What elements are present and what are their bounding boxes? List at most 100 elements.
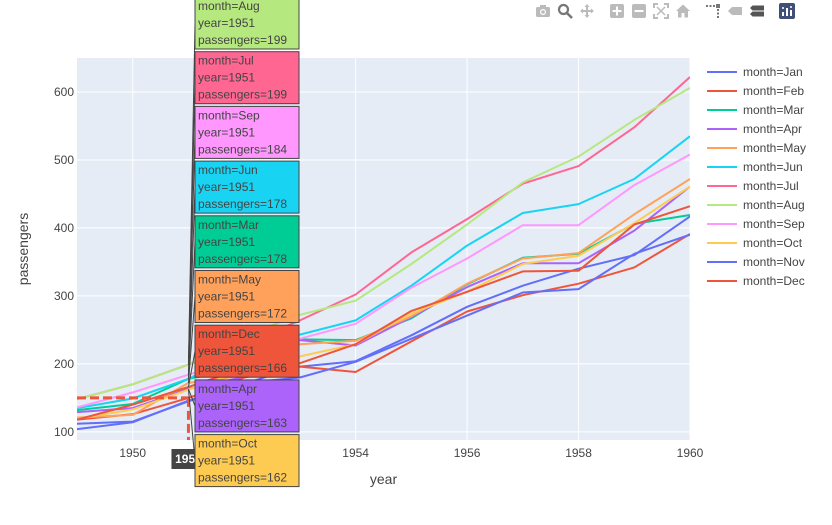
hover-connector xyxy=(187,388,196,407)
hover-label-line: year=1951 xyxy=(198,344,255,358)
legend-label: month=Dec xyxy=(743,274,805,288)
series-line-oct[interactable] xyxy=(77,185,690,420)
hover-label-line: year=1951 xyxy=(198,235,255,249)
legend-label: month=May xyxy=(743,141,806,155)
legend-item[interactable]: month=Dec xyxy=(707,274,805,288)
legend-label: month=Jan xyxy=(743,65,803,79)
legend-label: month=Jul xyxy=(743,179,799,193)
series-line-feb[interactable] xyxy=(77,233,690,421)
hover-label-line: year=1951 xyxy=(198,125,255,139)
zoom-icon xyxy=(557,3,573,19)
hover-label-line: year=1951 xyxy=(198,16,255,30)
hover-label-box xyxy=(194,160,300,214)
legend-label: month=Apr xyxy=(743,122,802,136)
hover-compare-button[interactable] xyxy=(748,2,766,20)
legend-item[interactable]: month=Apr xyxy=(707,122,802,136)
y-tick-label: 200 xyxy=(54,357,74,371)
zoom-out-icon xyxy=(632,4,646,18)
hover-label-box xyxy=(194,51,300,105)
y-axis-title: passengers xyxy=(15,213,31,285)
camera-icon xyxy=(536,5,550,17)
hover-label-box xyxy=(194,324,300,378)
y-tick-label: 100 xyxy=(54,425,74,439)
zoom-in-icon xyxy=(610,4,624,18)
series-line-jun[interactable] xyxy=(77,135,690,410)
hover-label-line: month=Jul xyxy=(198,54,254,68)
hover-label-box xyxy=(194,0,300,50)
legend-label: month=Nov xyxy=(743,255,805,269)
hover-label: month=Apr year=1951 passengers=163 xyxy=(194,379,300,433)
hover-label-line: month=Dec xyxy=(198,327,260,341)
y-tick-label: 500 xyxy=(54,153,74,167)
hover-label-line: passengers=199 xyxy=(198,33,287,47)
hover-label: month=May year=1951 passengers=172 xyxy=(194,270,300,323)
y-tick-label: 400 xyxy=(54,221,74,235)
hover-label-line: passengers=166 xyxy=(198,361,287,375)
hover-label-box xyxy=(194,105,300,159)
legend-item[interactable]: month=Jan xyxy=(707,65,803,79)
hover-label-box xyxy=(194,270,300,323)
legend-item[interactable]: month=Nov xyxy=(707,255,805,269)
hover-label: month=Dec year=1951 passengers=166 xyxy=(194,324,300,378)
hover-label: month=Jun year=1951 passengers=178 xyxy=(194,160,300,214)
plot-background[interactable] xyxy=(77,58,690,440)
hover-label-line: month=May xyxy=(198,273,261,287)
pan-button[interactable] xyxy=(578,2,596,20)
hover-label-line: month=Jun xyxy=(198,163,258,177)
legend-item[interactable]: month=Aug xyxy=(707,198,805,212)
hover-closest-button[interactable] xyxy=(726,2,744,20)
x-tick-label: 1956 xyxy=(454,446,481,460)
legend-item[interactable]: month=Jun xyxy=(707,160,803,174)
zoom-out-button[interactable] xyxy=(630,2,648,20)
modebar xyxy=(534,2,800,20)
hover-label: month=Mar year=1951 passengers=178 xyxy=(194,215,300,269)
x-tick-label: 1958 xyxy=(565,446,592,460)
hover-connector xyxy=(187,296,196,383)
series-line-nov[interactable] xyxy=(77,233,690,431)
legend-label: month=Mar xyxy=(743,103,804,117)
legend-label: month=Aug xyxy=(743,198,805,212)
legend-item[interactable]: month=Oct xyxy=(707,236,803,250)
hover-label: month=Aug year=1951 passengers=199 xyxy=(194,0,300,50)
plotly-logo-button[interactable] xyxy=(778,2,796,20)
hover-label-line: passengers=178 xyxy=(198,252,287,266)
autoscale-button[interactable] xyxy=(652,2,670,20)
hover-label-line: year=1951 xyxy=(198,290,255,304)
x-tick-label: 1960 xyxy=(677,446,704,460)
hover-label: month=Jul year=1951 passengers=199 xyxy=(194,51,300,105)
zoom-in-button[interactable] xyxy=(608,2,626,20)
camera-button[interactable] xyxy=(534,2,552,20)
hover-label-box xyxy=(194,215,300,269)
zoom-button[interactable] xyxy=(556,2,574,20)
legend-label: month=Feb xyxy=(743,84,804,98)
hover-label-line: month=Apr xyxy=(198,382,257,396)
hover-layer: month=Augyear=1951passengers=199month=Ju… xyxy=(187,0,300,488)
hover-label-line: passengers=172 xyxy=(198,307,287,321)
legend-item[interactable]: month=Sep xyxy=(707,217,805,231)
series-line-sep[interactable] xyxy=(77,153,690,409)
series-line-aug[interactable] xyxy=(77,87,690,401)
legend-item[interactable]: month=Mar xyxy=(707,103,804,117)
hover-label-line: passengers=184 xyxy=(198,142,287,156)
legend-label: month=Sep xyxy=(743,217,805,231)
legend-item[interactable]: month=Feb xyxy=(707,84,804,98)
hover-label-line: passengers=163 xyxy=(198,416,287,430)
hover-label-line: passengers=162 xyxy=(198,471,287,485)
hover-connector xyxy=(187,351,196,388)
hover-label-line: year=1951 xyxy=(198,180,255,194)
plotly-logo-icon xyxy=(779,3,795,19)
hover-label-line: month=Mar xyxy=(198,218,259,232)
gridlines xyxy=(77,58,691,440)
series-line-dec[interactable] xyxy=(77,205,690,421)
hover-label-line: passengers=178 xyxy=(198,197,287,211)
legend: month=Jan month=Feb month=Mar month=Apr mont… xyxy=(707,65,806,288)
legend-label: month=Oct xyxy=(743,236,803,250)
legend-item[interactable]: month=May xyxy=(707,141,806,155)
legend-label: month=Jun xyxy=(743,160,803,174)
spike-lines-button[interactable] xyxy=(704,2,722,20)
pan-icon xyxy=(580,4,594,18)
legend-item[interactable]: month=Jul xyxy=(707,179,799,193)
home-button[interactable] xyxy=(674,2,692,20)
